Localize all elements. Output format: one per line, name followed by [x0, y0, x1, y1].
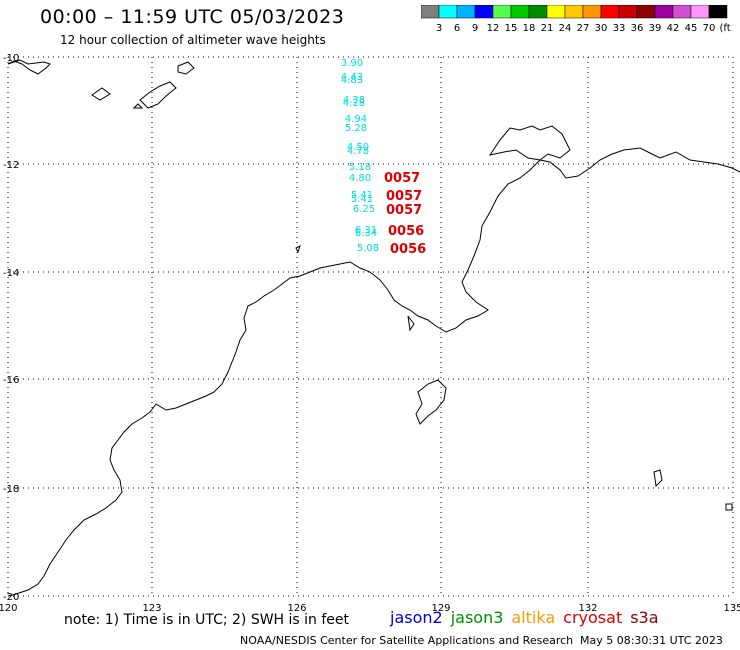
lon-label: 132	[578, 603, 597, 614]
wave-height-label: 6.25	[353, 204, 375, 215]
lat-label: -18	[3, 484, 19, 495]
wave-height-label: 5.41	[351, 194, 373, 205]
colorbar-label: 3	[436, 23, 442, 34]
wave-height-label: 4.78	[347, 146, 369, 157]
wave-height-label: 4.83	[341, 75, 363, 86]
pass-time-label: 0057	[384, 171, 420, 186]
footer-note: note: 1) Time is in UTC; 2) SWH is in fe…	[64, 612, 350, 628]
colorbar-label: 15	[505, 23, 518, 34]
wave-height-label: 5.41	[351, 190, 373, 201]
wave-height-label: 5.18	[349, 162, 371, 173]
colorbar-label: 12	[487, 23, 500, 34]
lon-label: 120	[0, 603, 18, 614]
colorbar-label: 45	[685, 23, 698, 34]
wave-height-label: 4.80	[349, 173, 371, 184]
map-subtitle: 12 hour collection of altimeter wave hei…	[60, 33, 326, 47]
colorbar-swatch	[708, 5, 728, 19]
lon-label: 135	[723, 603, 740, 614]
wave-height-label: 5.28	[345, 123, 367, 134]
colorbar-label: 30	[595, 23, 608, 34]
satellite-legend-item: cryosat	[563, 608, 623, 627]
colorbar-label: 39	[649, 23, 662, 34]
satellite-legend: jason2 jason3 altika cryosat s3a	[390, 608, 667, 627]
colorbar-label: 27	[577, 23, 590, 34]
altimeter-observations: 3.90 4.434.83 4.384.28 4.945.28 4.504.78 5.18…	[341, 58, 426, 257]
lat-label: -14	[3, 268, 19, 279]
lat-label: -16	[3, 375, 19, 386]
colorbar-label: 6	[454, 23, 460, 34]
lon-label: 129	[431, 603, 450, 614]
wave-height-label: 4.43	[341, 72, 363, 83]
colorbar-label: 42	[667, 23, 680, 34]
colorbar-label: 33	[613, 23, 626, 34]
colorbar-label: 36	[631, 23, 644, 34]
satellite-legend-item: jason2	[390, 608, 443, 627]
lon-label: 126	[287, 603, 306, 614]
colorbar-label: 21	[541, 23, 554, 34]
generation-timestamp: May 5 08:30:31 UTC 2023	[580, 634, 723, 647]
colorbar-label: 9	[472, 23, 478, 34]
map-title: 00:00 – 11:59 UTC 05/03/2023	[40, 6, 345, 28]
lat-lon-grid: 120 123 126 129 132 135 -10 -12 -14 -16 -18 -20	[0, 53, 740, 614]
satellite-legend-item: s3a	[630, 608, 659, 627]
lat-label: -20	[3, 592, 19, 603]
wave-height-label: 6.31	[355, 225, 377, 236]
colorbar-label: 24	[559, 23, 572, 34]
satellite-legend-item: altika	[511, 608, 556, 627]
pass-time-label: 0057	[386, 203, 422, 218]
colorbar-label: (ft)	[719, 23, 731, 34]
credit-line: NOAA/NESDIS Center for Satellite Applica…	[240, 634, 574, 647]
wave-height-label: 4.28	[343, 98, 365, 109]
wave-height-label: 5.08	[357, 243, 379, 254]
wave-height-label: 6.34	[355, 228, 377, 239]
lat-label: -10	[3, 53, 19, 64]
pass-time-label: 0056	[388, 224, 424, 239]
coastline	[7, 59, 740, 597]
lat-label: -12	[3, 160, 19, 171]
pass-time-label: 0056	[390, 242, 426, 257]
wave-height-label: 4.38	[343, 95, 365, 106]
wave-height-label: 3.90	[341, 58, 363, 69]
wave-height-label: 4.50	[347, 142, 369, 153]
pass-time-label: 0057	[386, 189, 422, 204]
lon-label: 123	[142, 603, 161, 614]
colorbar-label: 18	[523, 23, 536, 34]
colorbar-label: 70	[703, 23, 716, 34]
wave-height-label: 4.94	[345, 114, 367, 125]
satellite-legend-item: jason3	[450, 608, 504, 627]
